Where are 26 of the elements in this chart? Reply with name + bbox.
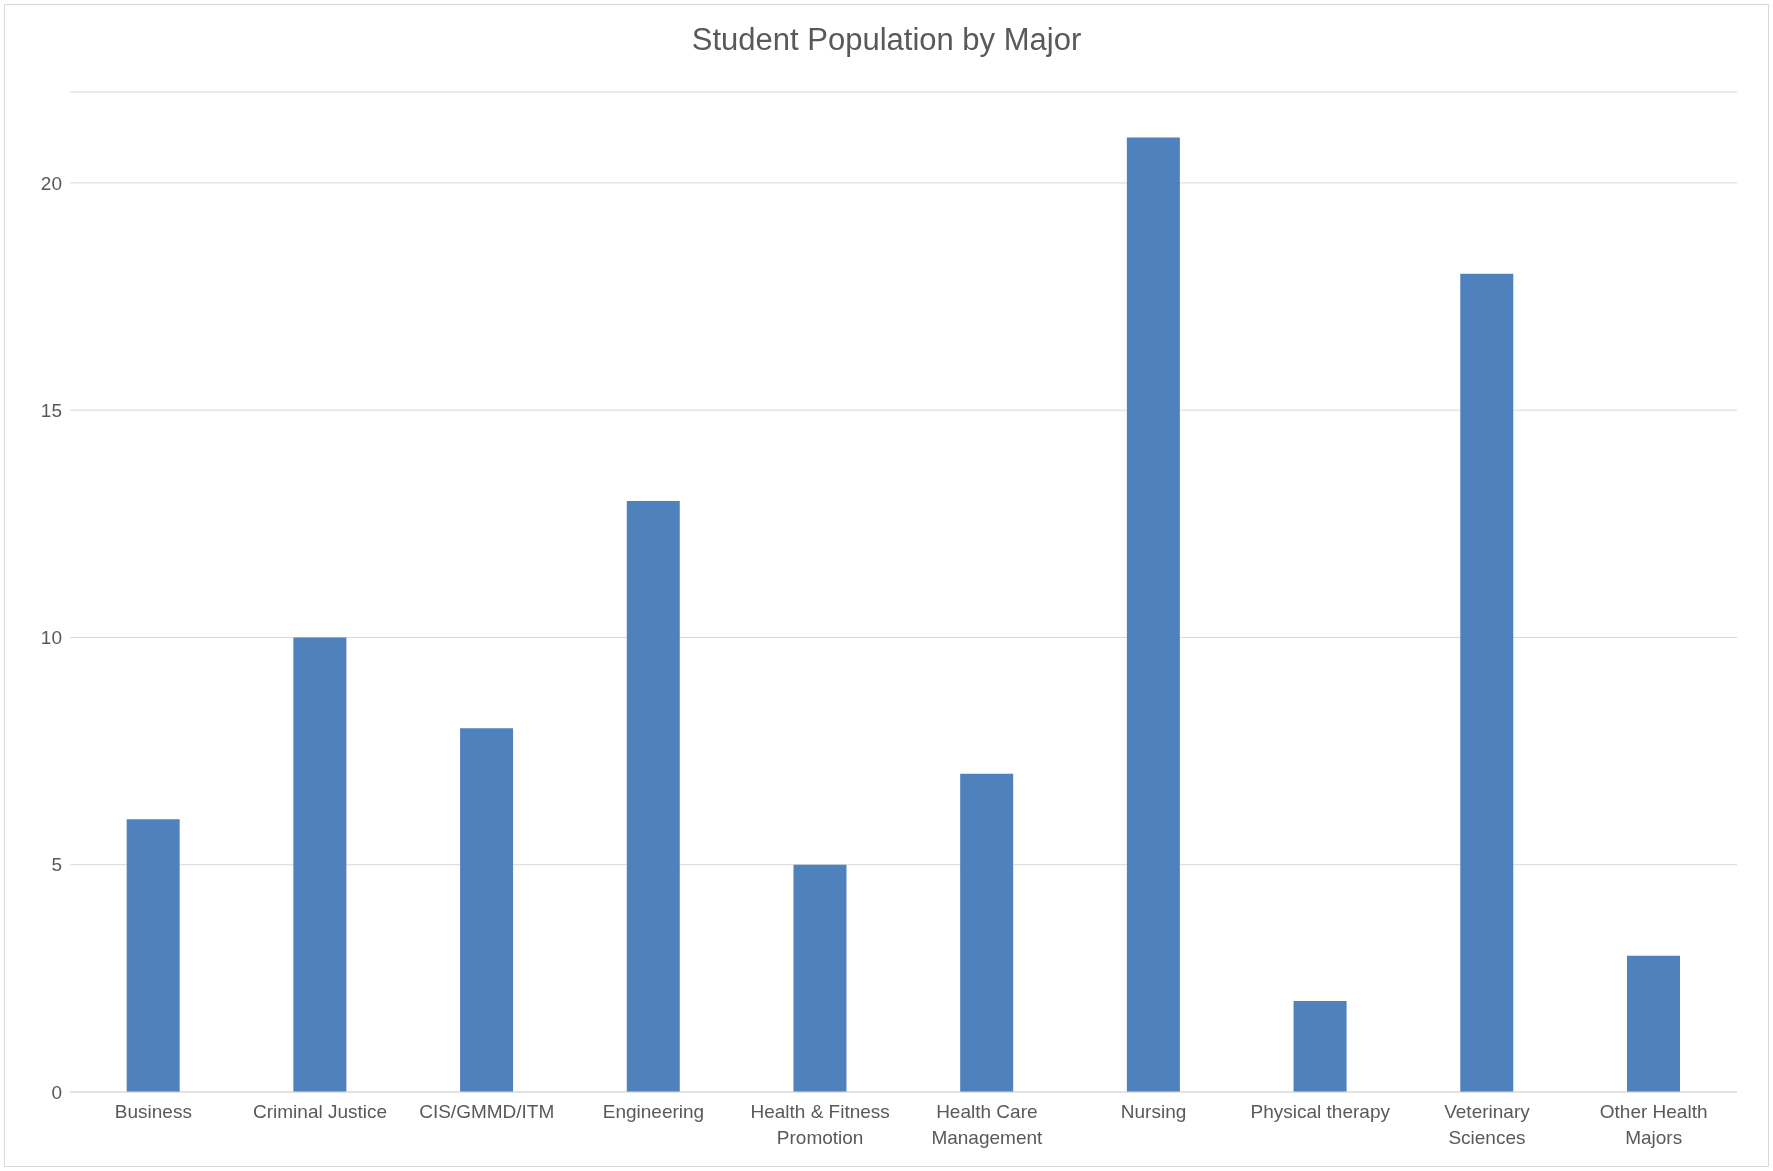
bar [626, 501, 680, 1092]
x-tick-label: Engineering [602, 1101, 705, 1122]
x-tick-label: CIS/GMMD/ITM [419, 1101, 555, 1122]
bar [1460, 273, 1514, 1092]
y-tick-label: 20 [40, 172, 62, 194]
bar [460, 728, 514, 1092]
chart-title: Student Population by Major [690, 22, 1083, 58]
x-tick-label: Veterinary Sciences [1444, 1101, 1531, 1148]
x-tick-label: Criminal Justice [253, 1101, 388, 1122]
y-tick-label: 10 [40, 627, 62, 649]
bar [1626, 955, 1680, 1092]
x-tick-label: Health & Fitness Promotion [750, 1101, 890, 1148]
bar [793, 864, 847, 1092]
y-tick-label: 5 [51, 854, 62, 876]
bar [126, 819, 180, 1092]
x-tick-label: Business [114, 1101, 192, 1122]
x-tick-label: Health Care Management [931, 1101, 1044, 1148]
bar [1293, 1001, 1347, 1092]
bar [1126, 137, 1180, 1092]
y-tick-label: 0 [51, 1081, 62, 1103]
bar [293, 637, 347, 1092]
y-tick-label: 15 [40, 399, 62, 421]
x-tick-label: Physical therapy [1250, 1101, 1391, 1122]
x-tick-label: Nursing [1120, 1101, 1187, 1122]
x-tick-label: Other Health Majors [1599, 1101, 1708, 1148]
bar [960, 773, 1014, 1092]
